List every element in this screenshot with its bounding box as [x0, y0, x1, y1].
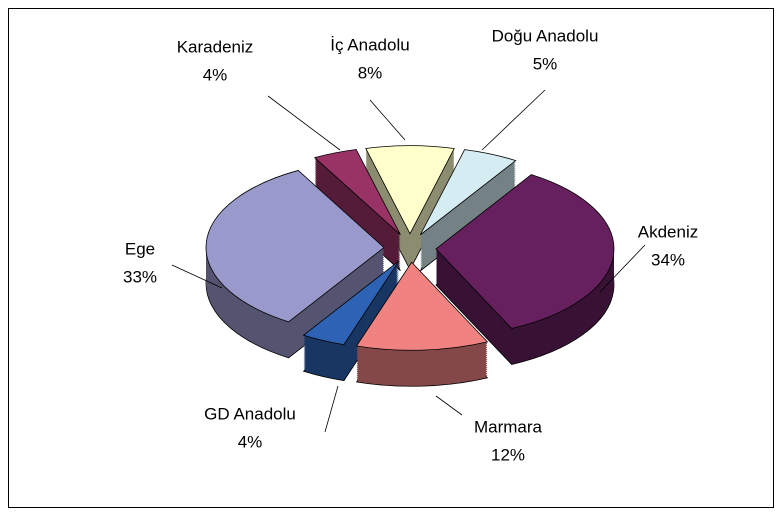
slice [419, 149, 517, 236]
labels: Doğu Anadolu 5% Akdeniz 34% Marmara 12% GD Ana… [123, 26, 698, 464]
label-value: 8% [358, 63, 383, 82]
pie [205, 145, 615, 387]
slice [365, 145, 455, 235]
slice [435, 174, 615, 329]
leader-line [481, 89, 546, 151]
label-value: 33% [123, 267, 157, 286]
leader-line [435, 395, 463, 416]
label-name: Doğu Anadolu [492, 26, 599, 45]
label-name: Marmara [474, 417, 543, 436]
slice [313, 149, 401, 236]
leader-line [324, 385, 339, 433]
label-value: 4% [238, 432, 263, 451]
label-name: GD Anadolu [204, 404, 296, 423]
slice [355, 261, 489, 351]
label-name: Ege [125, 239, 155, 258]
leader-line [369, 99, 406, 141]
label-name: Akdeniz [638, 222, 698, 241]
label-value: 4% [203, 65, 228, 84]
label-name: Karadeniz [177, 37, 254, 56]
leader-line [171, 264, 223, 289]
leader-line [599, 244, 646, 293]
label-value: 12% [491, 445, 525, 464]
label-value: 5% [533, 54, 558, 73]
label-name: İç Anadolu [330, 35, 409, 54]
slice [205, 169, 385, 323]
slice [302, 260, 400, 346]
leader-line [267, 95, 341, 151]
label-value: 34% [651, 250, 685, 269]
